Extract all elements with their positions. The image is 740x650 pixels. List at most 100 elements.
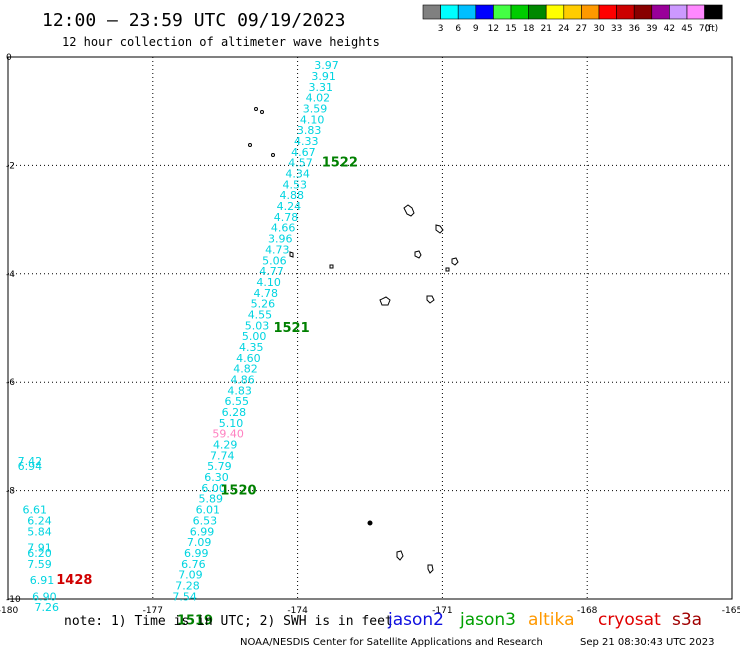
swh-value-label: 6.55 bbox=[225, 395, 250, 408]
axis-tick-labels: -180 -177 -174 -171 -168 -165 0 -2 -4 -6 -8 -10 bbox=[0, 53, 740, 616]
colorbar-swatch bbox=[686, 4, 705, 20]
coastlines bbox=[248, 107, 459, 574]
plot-grid bbox=[7, 56, 733, 600]
swh-value-label: 7.26 bbox=[35, 601, 60, 614]
colorbar-swatch bbox=[563, 4, 582, 20]
swh-value-label: 3.83 bbox=[297, 124, 322, 137]
colorbar-tick-label: 24 bbox=[558, 24, 570, 34]
swh-value-label: 6.90 bbox=[32, 590, 57, 603]
x-tick-label: -174 bbox=[287, 606, 308, 616]
x-tick-label: -180 bbox=[0, 606, 18, 616]
swh-value-label: 5.00 bbox=[242, 330, 267, 343]
island-shape bbox=[289, 251, 294, 258]
x-tick-label: -171 bbox=[432, 606, 452, 616]
colorbar-swatch bbox=[581, 4, 600, 20]
legend-entry-cryosat: cryosat bbox=[598, 610, 661, 630]
swh-value-label: 4.34 bbox=[285, 168, 310, 181]
swh-value-label: 6.28 bbox=[222, 406, 247, 419]
colorbar-tick-label: 9 bbox=[473, 24, 479, 34]
island-shape bbox=[329, 264, 334, 269]
y-tick-label: 0 bbox=[6, 53, 12, 63]
island-shape bbox=[254, 107, 258, 111]
colorbar-tick-label: 18 bbox=[523, 24, 535, 34]
swh-value-label: 5.10 bbox=[219, 417, 244, 430]
footer-credit: NOAA/NESDIS Center for Satellite Applica… bbox=[240, 637, 543, 648]
x-tick-label: -177 bbox=[143, 606, 163, 616]
x-tick-label: -165 bbox=[722, 606, 740, 616]
swh-value-label: 3.31 bbox=[309, 81, 334, 94]
swh-value-label: 5.06 bbox=[262, 254, 287, 267]
colorbar-swatch bbox=[440, 4, 459, 20]
swh-value-label: 6.24 bbox=[27, 514, 52, 527]
colorbar-tick-label: 12 bbox=[488, 24, 499, 34]
swh-value-label: 4.29 bbox=[213, 439, 238, 452]
swh-value-label: 6.76 bbox=[181, 558, 206, 571]
colorbar-unit-label: (ft) bbox=[705, 24, 719, 34]
island-shape bbox=[248, 143, 252, 147]
pass-number-label: 1522 bbox=[322, 156, 358, 171]
swh-value-label: 4.88 bbox=[280, 189, 305, 202]
island-shape bbox=[451, 257, 459, 266]
colorbar-tick-label: 27 bbox=[576, 24, 587, 34]
colorbar-swatch bbox=[669, 4, 688, 20]
swh-value-label: 5.79 bbox=[207, 460, 232, 473]
swh-value-label: 5.84 bbox=[27, 525, 52, 538]
swh-value-label: 7.09 bbox=[187, 536, 212, 549]
legend-entry-jason2: jason2 bbox=[387, 610, 444, 630]
y-tick-label: -4 bbox=[6, 270, 15, 280]
swh-value-label: 4.78 bbox=[274, 211, 299, 224]
swh-value-label: 3.96 bbox=[268, 233, 293, 246]
swh-value-label: 4.55 bbox=[248, 308, 273, 321]
swh-value-label: 7.28 bbox=[175, 579, 200, 592]
swh-value-label: 6.99 bbox=[184, 547, 209, 560]
y-tick-label: -6 bbox=[6, 378, 15, 388]
pass-labels: 1522 1521 1520 1519 1428 bbox=[56, 156, 358, 629]
legend-entry-s3a: s3a bbox=[672, 610, 702, 630]
colorbar-tick-label: 6 bbox=[455, 24, 461, 34]
swh-value-label: 6.01 bbox=[196, 504, 221, 517]
island-shape bbox=[379, 296, 391, 306]
colorbar-swatch bbox=[493, 4, 512, 20]
swh-value-label: 4.67 bbox=[291, 146, 316, 159]
swh-tracks: 3.973.913.314.023.594.103.834.334.674.57… bbox=[18, 59, 339, 614]
colorbar-swatch bbox=[528, 4, 547, 20]
colorbar-swatch bbox=[704, 4, 723, 20]
colorbar-tick-label: 39 bbox=[646, 24, 658, 34]
legend-entry-jason3: jason3 bbox=[459, 610, 516, 630]
swh-value-label: 6.53 bbox=[193, 514, 218, 527]
legend-entry-altika: altika bbox=[528, 610, 575, 630]
swh-value-label: 4.10 bbox=[300, 113, 325, 126]
swh-value-label: 7.09 bbox=[178, 569, 203, 582]
swh-value-label: 6.91 bbox=[30, 574, 55, 587]
colorbar-tick-label: 45 bbox=[681, 24, 692, 34]
swh-value-label: 3.97 bbox=[314, 59, 339, 72]
y-tick-label: -10 bbox=[6, 595, 21, 605]
swh-value-label: 4.10 bbox=[256, 276, 281, 289]
colorbar-tick-label: 3 bbox=[438, 24, 444, 34]
pass-number-label: 1520 bbox=[220, 484, 256, 499]
pass-number-label: 1521 bbox=[273, 321, 309, 336]
swh-value-label: 4.86 bbox=[230, 373, 255, 386]
swh-value-label: 6.94 bbox=[18, 460, 43, 473]
colorbar-legend: 3 6 9 12 15 18 21 24 27 30 33 36 39 42 45 70(ft) bbox=[422, 4, 723, 34]
swh-value-label: 4.78 bbox=[253, 287, 278, 300]
island-shape bbox=[396, 550, 404, 561]
swh-value-label: 5.89 bbox=[198, 493, 223, 506]
swh-value-label: 7.54 bbox=[172, 590, 197, 603]
swh-value-label: 4.53 bbox=[282, 178, 307, 191]
y-tick-label: -8 bbox=[6, 487, 15, 497]
swh-value-label: 4.57 bbox=[288, 157, 313, 170]
swh-value-label: 5.03 bbox=[245, 319, 270, 332]
chart-title: 12:00 — 23:59 UTC 09/19/2023 bbox=[42, 10, 345, 31]
chart-subtitle: 12 hour collection of altimeter wave hei… bbox=[62, 35, 380, 49]
island-shape bbox=[414, 250, 422, 259]
colorbar-swatch bbox=[475, 4, 494, 20]
colorbar-swatch bbox=[510, 4, 529, 20]
swh-value-label: 5.26 bbox=[251, 298, 276, 311]
colorbar-swatch bbox=[422, 4, 441, 20]
swh-value-label: 4.82 bbox=[233, 363, 258, 376]
colorbar-swatch bbox=[598, 4, 617, 20]
y-tick-label: -2 bbox=[6, 161, 15, 171]
swh-value-label: 7.42 bbox=[18, 455, 43, 468]
footer-note: note: 1) Time is in UTC; 2) SWH is in fe… bbox=[64, 614, 393, 629]
